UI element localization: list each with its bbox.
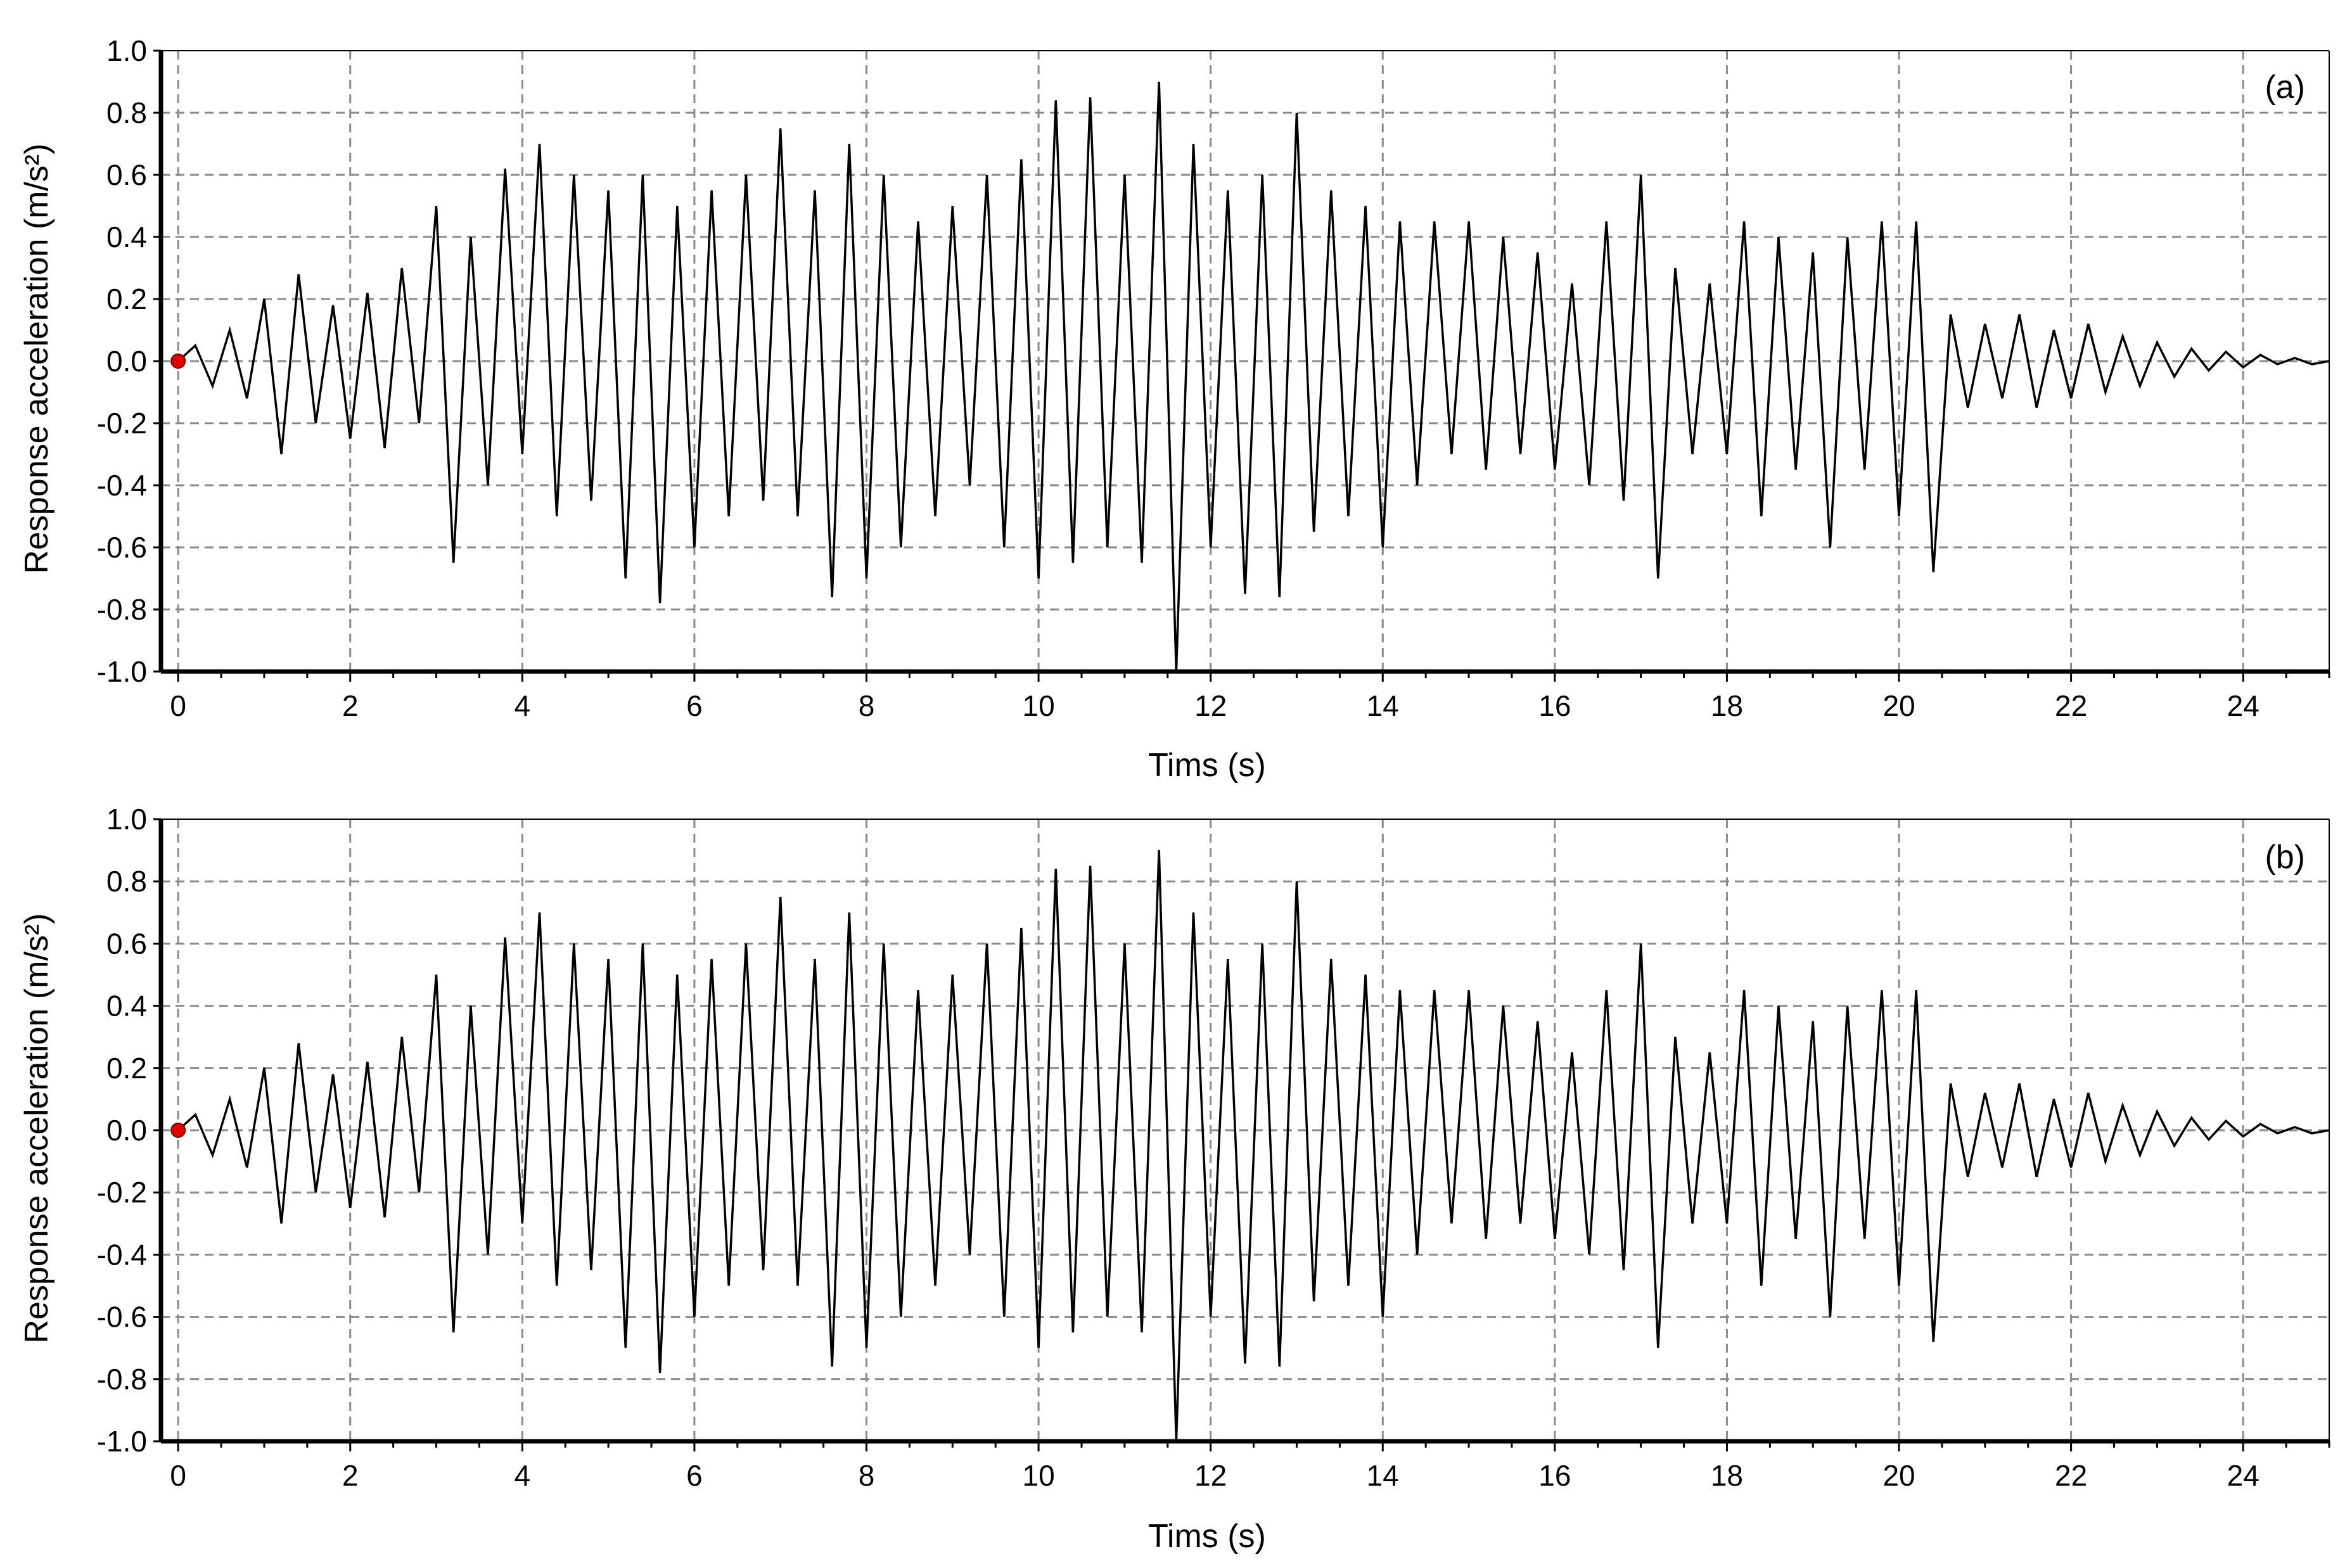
panel-a-y-tick-label--0.4: -0.4 <box>97 469 147 502</box>
panel-a-y-tick-label--1.0: -1.0 <box>97 655 147 688</box>
panel-b-label: (b) <box>2265 839 2305 876</box>
panel-b-x-tick-label-10: 10 <box>1023 1459 1055 1492</box>
panel-b-grid <box>161 819 2329 1441</box>
panel-b-y-tick-label--0.8: -0.8 <box>97 1363 147 1396</box>
panel-b-x-tick-label-16: 16 <box>1538 1459 1571 1492</box>
panel-b-x-tick-label-20: 20 <box>1882 1459 1915 1492</box>
panel-a-x-tick-label-4: 4 <box>514 689 531 722</box>
panel-b-y-tick-label--0.6: -0.6 <box>97 1301 147 1334</box>
panel-b-start-marker <box>170 1123 186 1138</box>
panel-a-x-tick-label-20: 20 <box>1882 689 1915 722</box>
panel-b: 1.0 0.8 0.6 0.4 0.2 0.0 -0.2 -0.4 -0.6 -0.8 -1.0 0… <box>18 803 2330 1555</box>
panel-b-y-tick-label-0.2: 0.2 <box>106 1052 147 1085</box>
panel-b-x-tick-label-12: 12 <box>1194 1459 1227 1492</box>
panel-b-x-tick-label-24: 24 <box>2227 1459 2259 1492</box>
panel-b-y-tick-label--0.4: -0.4 <box>97 1238 147 1271</box>
panel-a-xlabel: Tims (s) <box>1148 747 1266 784</box>
panel-a-ylabel: Response acceleration (m/s²) <box>18 143 55 573</box>
panel-b-y-tick-label-1.0: 1.0 <box>106 803 147 836</box>
panel-a-label: (a) <box>2265 69 2305 106</box>
panel-a-series-line-0 <box>177 81 2330 672</box>
panel-a-x-tick-label-12: 12 <box>1194 689 1227 722</box>
panel-a-y-tick-label--0.6: -0.6 <box>97 531 147 564</box>
panel-b-y-tick-label-0.8: 0.8 <box>106 865 147 898</box>
panel-a-x-tick-label-2: 2 <box>342 689 359 722</box>
panel-a-start-marker <box>170 354 186 369</box>
panel-b-y-tick-label--1.0: -1.0 <box>97 1425 147 1458</box>
panel-a-x-tick-label-18: 18 <box>1711 689 1743 722</box>
panel-a-x-tick-label-24: 24 <box>2227 689 2259 722</box>
panel-b-x-tick-label-22: 22 <box>2055 1459 2087 1492</box>
panel-b-x-tick-label-2: 2 <box>342 1459 359 1492</box>
panel-a-x-tick-label-0: 0 <box>170 689 186 722</box>
panel-a-x-tick-label-6: 6 <box>686 689 703 722</box>
panel-b-ylabel: Response acceleration (m/s²) <box>18 913 55 1343</box>
panel-b-x-tick-label-14: 14 <box>1367 1459 1399 1492</box>
panel-a: 1.0 0.8 0.6 0.4 0.2 0.0 -0.2 -0.4 -0.6 -0.8 -1.0 0… <box>18 34 2330 784</box>
panel-a-y-ticks: 1.0 0.8 0.6 0.4 0.2 0.0 -0.2 -0.4 -0.6 -0.8 -1.0 <box>97 34 161 688</box>
panel-b-x-tick-label-18: 18 <box>1711 1459 1743 1492</box>
panel-b-series <box>170 850 2330 1442</box>
panel-b-x-tick-label-6: 6 <box>686 1459 703 1492</box>
panel-a-y-tick-label-0.0: 0.0 <box>106 345 147 378</box>
panel-a-y-tick-label-0.2: 0.2 <box>106 283 147 316</box>
panel-b-xlabel: Tims (s) <box>1148 1518 1266 1555</box>
panel-a-series <box>170 81 2330 672</box>
panel-b-y-tick-label-0.6: 0.6 <box>106 927 147 960</box>
panel-b-x-tick-label-8: 8 <box>859 1459 875 1492</box>
panel-a-y-tick-label-1.0: 1.0 <box>106 34 147 67</box>
panel-b-y-tick-label-0.0: 0.0 <box>106 1114 147 1147</box>
panel-a-x-tick-label-8: 8 <box>859 689 875 722</box>
panel-b-y-tick-label-0.4: 0.4 <box>106 990 147 1023</box>
panel-b-x-ticks: 0 2 4 6 8 10 12 14 16 18 20 22 24 <box>170 1441 2330 1492</box>
panel-b-x-tick-label-4: 4 <box>514 1459 531 1492</box>
panel-a-x-ticks: 0 2 4 6 8 10 12 14 16 18 20 22 24 <box>170 672 2330 722</box>
panel-a-y-tick-label-0.8: 0.8 <box>106 96 147 129</box>
panel-a-y-tick-label-0.4: 0.4 <box>106 220 147 253</box>
panel-a-x-tick-label-22: 22 <box>2055 689 2087 722</box>
panel-a-x-tick-label-10: 10 <box>1023 689 1055 722</box>
panel-a-x-tick-label-16: 16 <box>1538 689 1571 722</box>
panel-a-y-tick-label-0.6: 0.6 <box>106 158 147 191</box>
panel-a-grid <box>161 51 2329 672</box>
panel-b-x-tick-label-0: 0 <box>170 1459 186 1492</box>
panel-a-y-tick-label--0.2: -0.2 <box>97 407 147 440</box>
panel-a-x-tick-label-14: 14 <box>1367 689 1399 722</box>
panel-b-y-ticks: 1.0 0.8 0.6 0.4 0.2 0.0 -0.2 -0.4 -0.6 -0.8 -1.0 <box>97 803 161 1458</box>
panel-a-y-tick-label--0.8: -0.8 <box>97 593 147 626</box>
panel-b-series-line-0 <box>177 850 2330 1442</box>
panel-b-y-tick-label--0.2: -0.2 <box>97 1176 147 1209</box>
